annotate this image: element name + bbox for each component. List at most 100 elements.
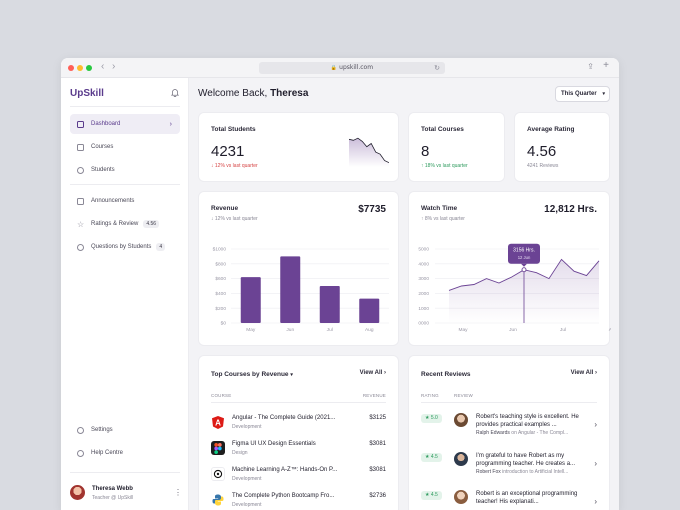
address-bar[interactable]: 🔒 upskill.com ↻: [259, 62, 445, 74]
sidebar-divider: [70, 472, 180, 473]
brand-logo[interactable]: UpSkill: [70, 88, 104, 99]
card-label: Total Courses: [421, 126, 464, 133]
reviewer-avatar: [454, 413, 468, 427]
sidebar-item-courses[interactable]: Courses: [70, 137, 180, 157]
bell-icon[interactable]: [171, 88, 179, 97]
user-profile[interactable]: Theresa Webb Teacher @ UpSkill ⋮: [70, 483, 182, 505]
course-revenue: $3081: [369, 467, 386, 473]
reviewer-avatar: [454, 452, 468, 466]
period-select[interactable]: This Quarter ▾: [555, 86, 610, 102]
sidebar-item-label: Ratings & Review: [91, 221, 139, 227]
chevron-right-icon[interactable]: ›: [594, 459, 597, 468]
sidebar-item-announcements[interactable]: Announcements: [70, 191, 180, 211]
questions-count-badge: 4: [156, 243, 166, 251]
close-window-button[interactable]: [68, 65, 74, 71]
y-tick-label: $1000: [213, 247, 227, 253]
course-title: The Complete Python Bootcamp Fro...: [232, 493, 335, 499]
more-options-icon[interactable]: ⋮: [174, 488, 182, 497]
change-text: 12% vs last quarter: [214, 163, 258, 169]
x-tick-label: Jul: [327, 327, 333, 333]
x-tick-label: Jun: [286, 327, 294, 333]
table-row[interactable]: A Angular - The Complete Guide (2021... …: [211, 412, 386, 434]
sidebar-divider: [70, 106, 180, 107]
change-text: 12% vs last quarter: [214, 216, 258, 222]
course-category: Development: [232, 476, 262, 482]
sidebar-item-label: Dashboard: [91, 121, 121, 127]
user-role: Teacher @ UpSkill: [92, 495, 134, 501]
sidebar-item-label: Questions by Students: [91, 244, 152, 250]
course-revenue: $2736: [369, 493, 386, 499]
review-row[interactable]: ★ 4.5 Robert is an exceptional programmi…: [421, 490, 597, 510]
new-tab-icon[interactable]: +: [603, 60, 609, 71]
change-note: ↑ 18% vs last quarter: [421, 163, 468, 169]
megaphone-icon: [77, 197, 84, 205]
chevron-down-icon: ▾: [602, 91, 605, 97]
maximize-window-button[interactable]: [86, 65, 92, 71]
view-all-reviews-link[interactable]: View All ›: [570, 370, 597, 376]
python-logo-icon: [211, 493, 225, 507]
reload-icon[interactable]: ↻: [434, 64, 440, 72]
y-tick-label: 3000: [418, 276, 429, 282]
figma-logo-icon: [211, 441, 225, 455]
y-tick-label: 2000: [418, 291, 429, 297]
top-courses-title[interactable]: Top Courses by Revenue ▾: [211, 371, 293, 378]
review-author: Robert Fox: [476, 469, 501, 475]
review-text: I'm grateful to have Robert as my progra…: [476, 453, 576, 467]
review-course: on Angular - The Compl...: [511, 430, 569, 436]
top-courses-card: Top Courses by Revenue ▾ View All › COUR…: [198, 355, 399, 510]
card-value: 4.56: [527, 143, 557, 160]
course-title: Figma UI UX Design Essentials: [232, 441, 316, 447]
user-name: Theresa Webb: [92, 486, 133, 492]
back-arrow-icon[interactable]: ‹: [101, 61, 105, 72]
star-icon: ☆: [77, 219, 85, 229]
view-all-courses-link[interactable]: View All ›: [359, 370, 386, 376]
column-header-course: COURSE: [211, 393, 232, 398]
sidebar-item-dashboard[interactable]: Dashboard ›: [70, 114, 180, 134]
course-revenue: $3125: [369, 415, 386, 421]
recent-reviews-card: Recent Reviews View All › RATING REVIEW …: [408, 355, 610, 510]
rating-badge: ★ 5.0: [421, 414, 442, 423]
course-title: Machine Learning A-Z™: Hands-On P...: [232, 467, 338, 473]
rating-badge: 4.56: [143, 220, 160, 228]
sparkline-line: [349, 137, 389, 164]
sidebar-item-ratings[interactable]: ☆ Ratings & Review 4.56: [70, 214, 180, 234]
forward-arrow-icon[interactable]: ›: [112, 61, 116, 72]
tooltip-date: 12 Jun: [518, 255, 531, 260]
highlight-point: [521, 267, 527, 273]
sidebar-item-help[interactable]: Help Centre: [70, 443, 180, 463]
rating-badge: ★ 4.5: [421, 453, 442, 462]
sidebar-item-label: Settings: [91, 427, 113, 433]
review-row[interactable]: ★ 5.0 Robert's teaching style is excelle…: [421, 413, 597, 449]
table-row[interactable]: Machine Learning A-Z™: Hands-On P... Dev…: [211, 464, 386, 486]
sidebar-item-settings[interactable]: Settings: [70, 420, 180, 440]
browser-toolbar: ‹ › 🔒 upskill.com ↻ ⇪ +: [61, 58, 619, 78]
minimize-window-button[interactable]: [77, 65, 83, 71]
review-text: Robert's teaching style is excellent. He…: [476, 414, 579, 428]
table-row[interactable]: Figma UI UX Design Essentials Design $30…: [211, 438, 386, 460]
tooltip-box: [508, 243, 540, 264]
recent-reviews-title: Recent Reviews: [421, 371, 471, 378]
gear-icon: [77, 426, 84, 434]
greeting-text: Welcome Back,: [198, 88, 268, 99]
sidebar-item-questions[interactable]: Questions by Students 4: [70, 237, 180, 257]
table-row[interactable]: The Complete Python Bootcamp Fro... Deve…: [211, 490, 386, 510]
card-value: 8: [421, 143, 430, 160]
sparkline-area: [349, 138, 389, 167]
link-text: View All: [359, 370, 383, 376]
card-value: 4231: [211, 143, 245, 160]
chevron-right-icon[interactable]: ›: [594, 497, 597, 506]
link-text: View All: [570, 370, 594, 376]
share-icon[interactable]: ⇪: [587, 62, 594, 71]
chevron-right-icon[interactable]: ›: [594, 420, 597, 429]
sidebar-divider: [70, 184, 180, 185]
tooltip-arrow: [521, 263, 527, 267]
review-text: Robert is an exceptional programming tea…: [476, 491, 578, 505]
y-tick-label: $800: [215, 261, 226, 267]
divider: [211, 402, 386, 403]
review-row[interactable]: ★ 4.5 I'm grateful to have Robert as my …: [421, 452, 597, 488]
chevron-right-icon: ›: [169, 120, 172, 128]
x-tick-label: Aug: [365, 327, 374, 333]
main-content: Welcome Back, Theresa This Quarter ▾ Tota…: [189, 78, 619, 510]
x-tick-label: May: [246, 327, 256, 333]
sidebar-item-students[interactable]: Students: [70, 160, 180, 180]
